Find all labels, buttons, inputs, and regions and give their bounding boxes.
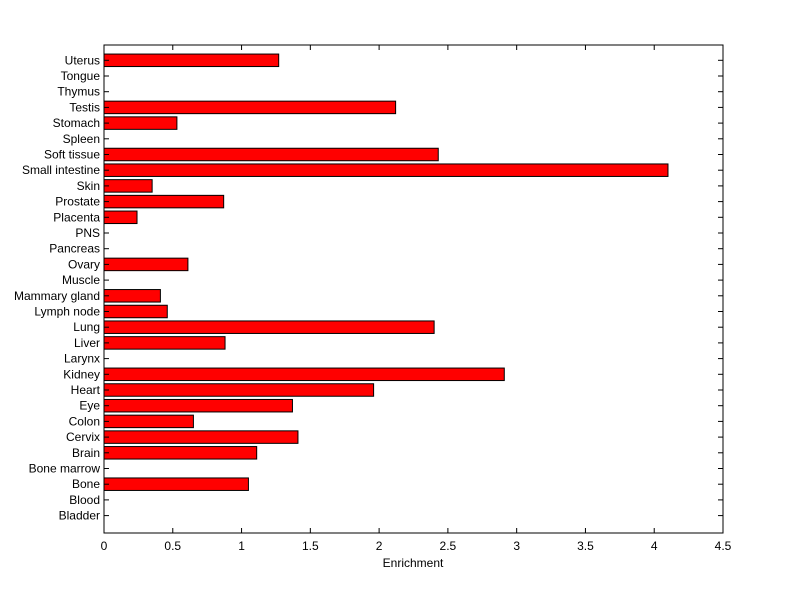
- bar: [103, 398, 293, 413]
- bar: [103, 257, 189, 272]
- bar: [103, 446, 258, 460]
- bar: [103, 304, 168, 319]
- bar-series: [103, 53, 669, 491]
- y-tick-label: Eye: [79, 399, 100, 413]
- y-tick-label: Prostate: [55, 195, 100, 209]
- x-tick-label: 0: [101, 539, 108, 553]
- x-tick-label: 3: [513, 539, 520, 553]
- y-tick-label: Cervix: [66, 430, 100, 444]
- x-tick-label: 1: [238, 539, 245, 553]
- x-tick-label: 3.5: [577, 539, 594, 553]
- y-tick-label: Soft tissue: [44, 148, 100, 162]
- y-tick-label: Bone marrow: [29, 462, 101, 476]
- bar: [103, 477, 249, 491]
- y-tick-label: PNS: [75, 226, 100, 240]
- bar: [103, 100, 397, 115]
- bar: [103, 163, 669, 177]
- bar: [103, 147, 439, 162]
- y-tick-label: Tongue: [61, 69, 101, 83]
- y-tick-label: Larynx: [64, 352, 100, 366]
- bar: [103, 53, 280, 68]
- bar: [103, 194, 225, 209]
- x-tick-label: 0.5: [164, 539, 181, 553]
- bar: [103, 367, 505, 382]
- y-tick-label: Lung: [73, 320, 100, 334]
- y-tick-label: Blood: [69, 493, 100, 507]
- y-tick-label: Skin: [77, 179, 100, 193]
- y-tick-label: Muscle: [62, 273, 100, 287]
- bar: [103, 289, 161, 303]
- bar: [103, 430, 299, 444]
- y-tick-label: Bladder: [59, 509, 100, 523]
- bar: [103, 116, 178, 130]
- y-tick-label: Lymph node: [34, 305, 100, 319]
- y-tick-label: Stomach: [53, 116, 100, 130]
- y-tick-label: Heart: [71, 383, 101, 397]
- y-tick-label: Liver: [74, 336, 100, 350]
- y-tick-label: Testis: [69, 100, 100, 114]
- bar: [103, 179, 153, 193]
- y-tick-label: Spleen: [63, 132, 100, 146]
- x-axis-label: Enrichment: [383, 556, 444, 570]
- y-tick-label: Bone: [72, 477, 100, 491]
- x-tick-label: 2: [376, 539, 383, 553]
- y-tick-label: Pancreas: [49, 242, 100, 256]
- x-axis-ticks: 0 0.5 1 1.5 2 2.5 3 3.5 4 4.5: [101, 45, 732, 553]
- y-tick-label: Placenta: [53, 210, 100, 224]
- y-tick-label: Small intestine: [22, 163, 100, 177]
- plot-area-frame: [103, 44, 724, 534]
- y-tick-label: Ovary: [68, 257, 100, 271]
- y-tick-label: Thymus: [57, 85, 100, 99]
- y-tick-label: Uterus: [65, 53, 100, 67]
- y-tick-label: Kidney: [63, 367, 100, 381]
- y-tick-label: Mammary gland: [14, 289, 100, 303]
- bar: [103, 383, 375, 397]
- bar: [103, 414, 194, 429]
- x-tick-label: 4: [651, 539, 658, 553]
- y-tick-label: Brain: [72, 446, 100, 460]
- x-tick-label: 4.5: [715, 539, 732, 553]
- x-tick-label: 2.5: [440, 539, 457, 553]
- bar: [103, 320, 435, 334]
- bar: [103, 336, 226, 350]
- x-tick-label: 1.5: [302, 539, 319, 553]
- y-tick-label: Colon: [69, 414, 100, 428]
